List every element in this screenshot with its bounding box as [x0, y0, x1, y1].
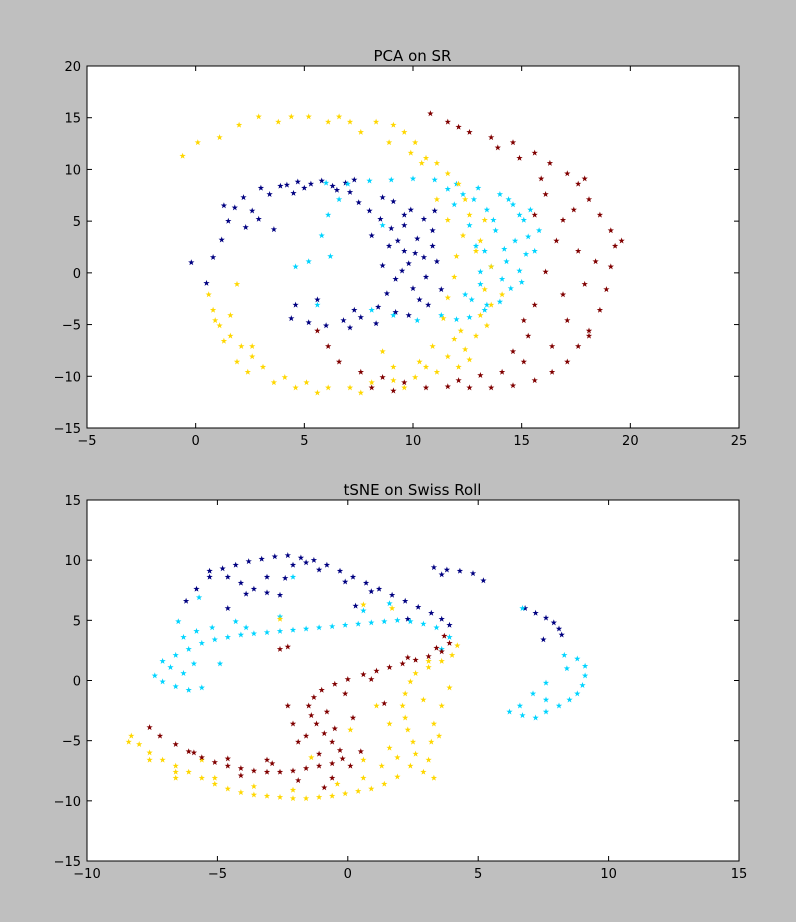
y-tick-label: 10 [64, 163, 81, 178]
plot-area [87, 66, 739, 428]
y-tick-label: 5 [73, 614, 81, 629]
chart-tsne: tSNE on Swiss Roll −10 −5 0 5 10 15 −15−10−50… [54, 481, 748, 882]
y-tick-label: −10 [54, 795, 81, 810]
x-tick-label: −5 [77, 434, 96, 449]
x-axis-ticks: −5 0 5 10 15 20 25 [77, 66, 747, 449]
x-tick-label: −10 [73, 867, 100, 882]
x-tick-label: 10 [405, 434, 422, 449]
x-tick-label: 20 [622, 434, 639, 449]
y-tick-label: 15 [64, 112, 81, 127]
y-axis-ticks: −15 −10 −5 0 5 10 15 [54, 494, 739, 870]
x-tick-label: 5 [300, 434, 308, 449]
x-tick-label: 15 [731, 867, 748, 882]
y-tick-label: 15 [64, 494, 81, 509]
x-axis-ticks: −10 −5 0 5 10 15 [73, 500, 747, 882]
y-tick-label: −15 [54, 855, 81, 870]
x-tick-label: 25 [731, 434, 748, 449]
y-tick-label: 0 [73, 267, 81, 282]
x-tick-label: 10 [600, 867, 617, 882]
y-tick-label: −5 [62, 735, 81, 750]
y-tick-label: 20 [64, 60, 81, 75]
y-axis-ticks: −15 −10 −5 0 5 10 15 20 [54, 60, 739, 437]
x-tick-label: 15 [513, 434, 530, 449]
y-tick-label: −5 [62, 319, 81, 334]
x-tick-label: 5 [474, 867, 482, 882]
x-tick-label: 0 [344, 867, 352, 882]
x-tick-label: −5 [208, 867, 227, 882]
y-tick-label: −15 [54, 422, 81, 437]
chart-pca: PCA on SR −5 0 5 10 15 20 25 −15 −10 −5 0 5 10 15 20 [54, 47, 748, 449]
y-tick-label: 10 [64, 554, 81, 569]
chart-title: PCA on SR [374, 47, 452, 65]
y-tick-label: 0 [73, 675, 81, 690]
y-tick-label: 5 [73, 215, 81, 230]
chart-title: tSNE on Swiss Roll [344, 481, 482, 499]
y-tick-label: −10 [54, 370, 81, 385]
plot-area [87, 500, 739, 861]
x-tick-label: 0 [192, 434, 200, 449]
